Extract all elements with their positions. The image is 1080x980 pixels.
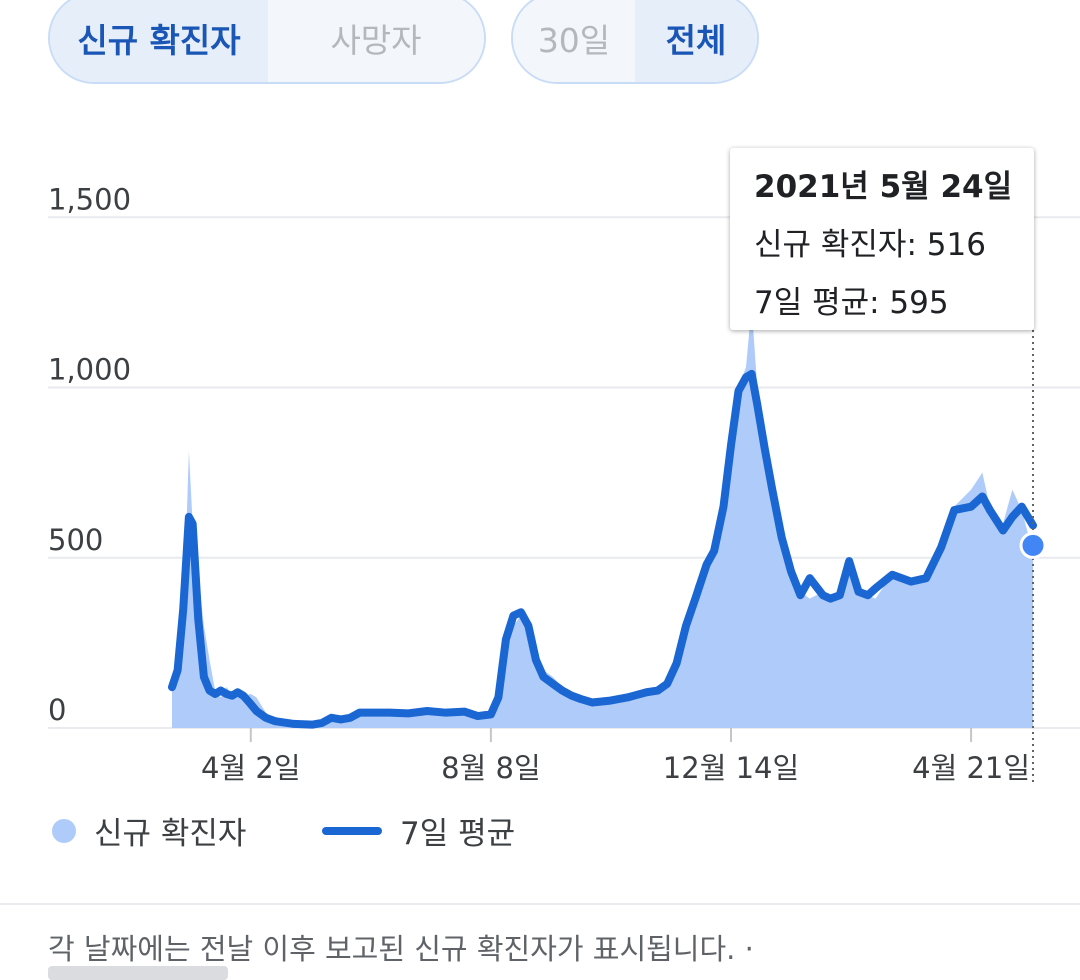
tooltip-date: 2021년 5월 24일 [754, 169, 1013, 205]
legend-average-label: 7일 평균 [400, 816, 516, 852]
legend-seven-day-average: 7일 평균 [322, 808, 515, 853]
x-tick-label: 4월 2일 [201, 751, 300, 785]
divider [0, 903, 1080, 905]
line-swatch-icon [322, 826, 382, 835]
tab-30-days[interactable]: 30일 [513, 0, 635, 82]
hover-point [1019, 531, 1047, 559]
x-tick-label: 8월 8일 [441, 751, 540, 785]
seven-day-average-line [168, 369, 1037, 729]
tab-new-cases[interactable]: 신규 확진자 [50, 0, 268, 82]
y-tick-label: 1,500 [48, 182, 131, 216]
footnote-continued [48, 966, 228, 980]
cases-chart[interactable]: 0 500 1,000 1,500 4월 2일 8월 8일 12월 14일 4월 21일 [0, 0, 1080, 800]
y-axis-labels: 0 500 1,000 1,500 [48, 182, 131, 727]
tooltip-cases: 신규 확진자: 516 [754, 227, 986, 263]
legend-new-cases-label: 신규 확진자 [94, 816, 247, 852]
footnote: 각 날짜에는 전날 이후 보고된 신규 확진자가 표시됩니다. · [48, 932, 754, 966]
range-toggle: 30일 전체 [511, 0, 759, 84]
y-tick-label: 1,000 [48, 353, 131, 387]
new-cases-bars [172, 305, 1033, 728]
y-tick-label: 500 [48, 523, 103, 557]
x-axis-ticks: 4월 2일 8월 8일 12월 14일 4월 21일 [201, 728, 1030, 785]
metric-toggle: 신규 확진자 사망자 [48, 0, 486, 84]
chart-tooltip: 2021년 5월 24일 신규 확진자: 516 7일 평균: 595 [730, 148, 1034, 330]
tab-all[interactable]: 전체 [635, 0, 757, 82]
legend-new-cases: 신규 확진자 [52, 808, 246, 853]
y-tick-label: 0 [48, 693, 66, 727]
tooltip-average: 7일 평균: 595 [754, 285, 949, 321]
x-tick-label: 4월 21일 [912, 751, 1030, 785]
bar-swatch-icon [52, 818, 76, 843]
tab-deaths[interactable]: 사망자 [267, 0, 484, 82]
x-tick-label: 12월 14일 [663, 751, 799, 785]
